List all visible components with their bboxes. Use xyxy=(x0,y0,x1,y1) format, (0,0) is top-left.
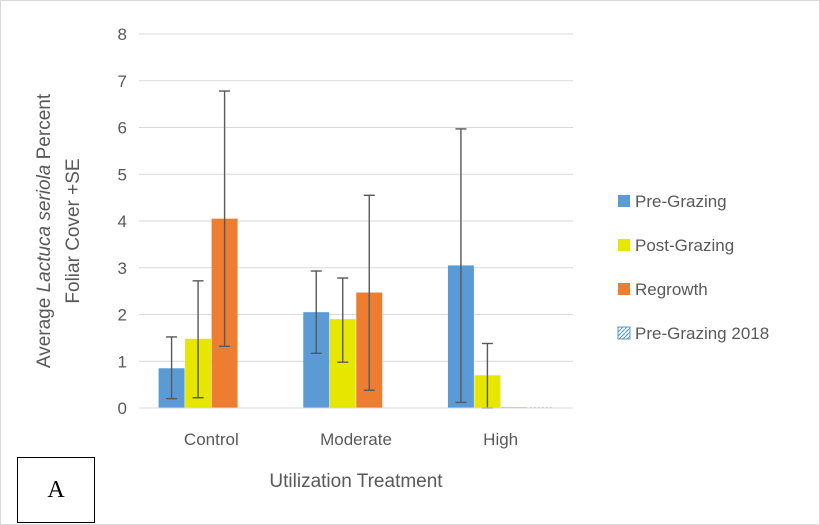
x-axis-ticks: Control Moderate High xyxy=(184,430,518,449)
gridlines xyxy=(139,33,573,362)
x-tick-label: Control xyxy=(184,430,239,449)
bars xyxy=(158,218,554,408)
y-tick-label: 0 xyxy=(118,399,127,418)
legend-swatch xyxy=(617,326,631,340)
legend-swatch xyxy=(618,239,630,251)
legend-label: Regrowth xyxy=(635,280,708,299)
y-tick-label: 7 xyxy=(118,72,127,91)
legend-label: Pre-Grazing xyxy=(635,192,727,211)
y-tick-label: 6 xyxy=(118,119,127,138)
legend: Pre-Grazing Post-Grazing Regrowth Pre-Grazi… xyxy=(617,192,769,343)
legend-swatch xyxy=(618,283,630,295)
y-axis-ticks: 0 1 2 3 4 5 6 7 8 xyxy=(118,25,127,418)
y-tick-label: 4 xyxy=(118,212,127,231)
legend-label: Pre-Grazing 2018 xyxy=(635,324,769,343)
panel-label: A xyxy=(17,457,95,523)
y-tick-label: 1 xyxy=(118,352,127,371)
legend-swatch xyxy=(618,195,630,207)
y-tick-label: 8 xyxy=(118,25,127,44)
y-axis-title-line-2: Foliar Cover +SE xyxy=(63,158,84,303)
y-axis-title-part-3: Percent xyxy=(34,93,55,164)
y-tick-label: 5 xyxy=(118,165,127,184)
y-axis-title-species: Lactuca seriola xyxy=(34,165,55,293)
x-tick-label: High xyxy=(483,430,518,449)
x-axis-title: Utilization Treatment xyxy=(269,471,443,492)
y-axis-title-part-1: Average xyxy=(34,292,55,368)
y-tick-label: 2 xyxy=(118,306,127,325)
y-tick-label: 3 xyxy=(118,259,127,278)
error-bars xyxy=(166,90,493,409)
x-tick-label: Moderate xyxy=(320,430,392,449)
y-axis-title: Average Lactuca seriola Percent xyxy=(34,93,55,368)
legend-label: Post-Grazing xyxy=(635,236,734,255)
